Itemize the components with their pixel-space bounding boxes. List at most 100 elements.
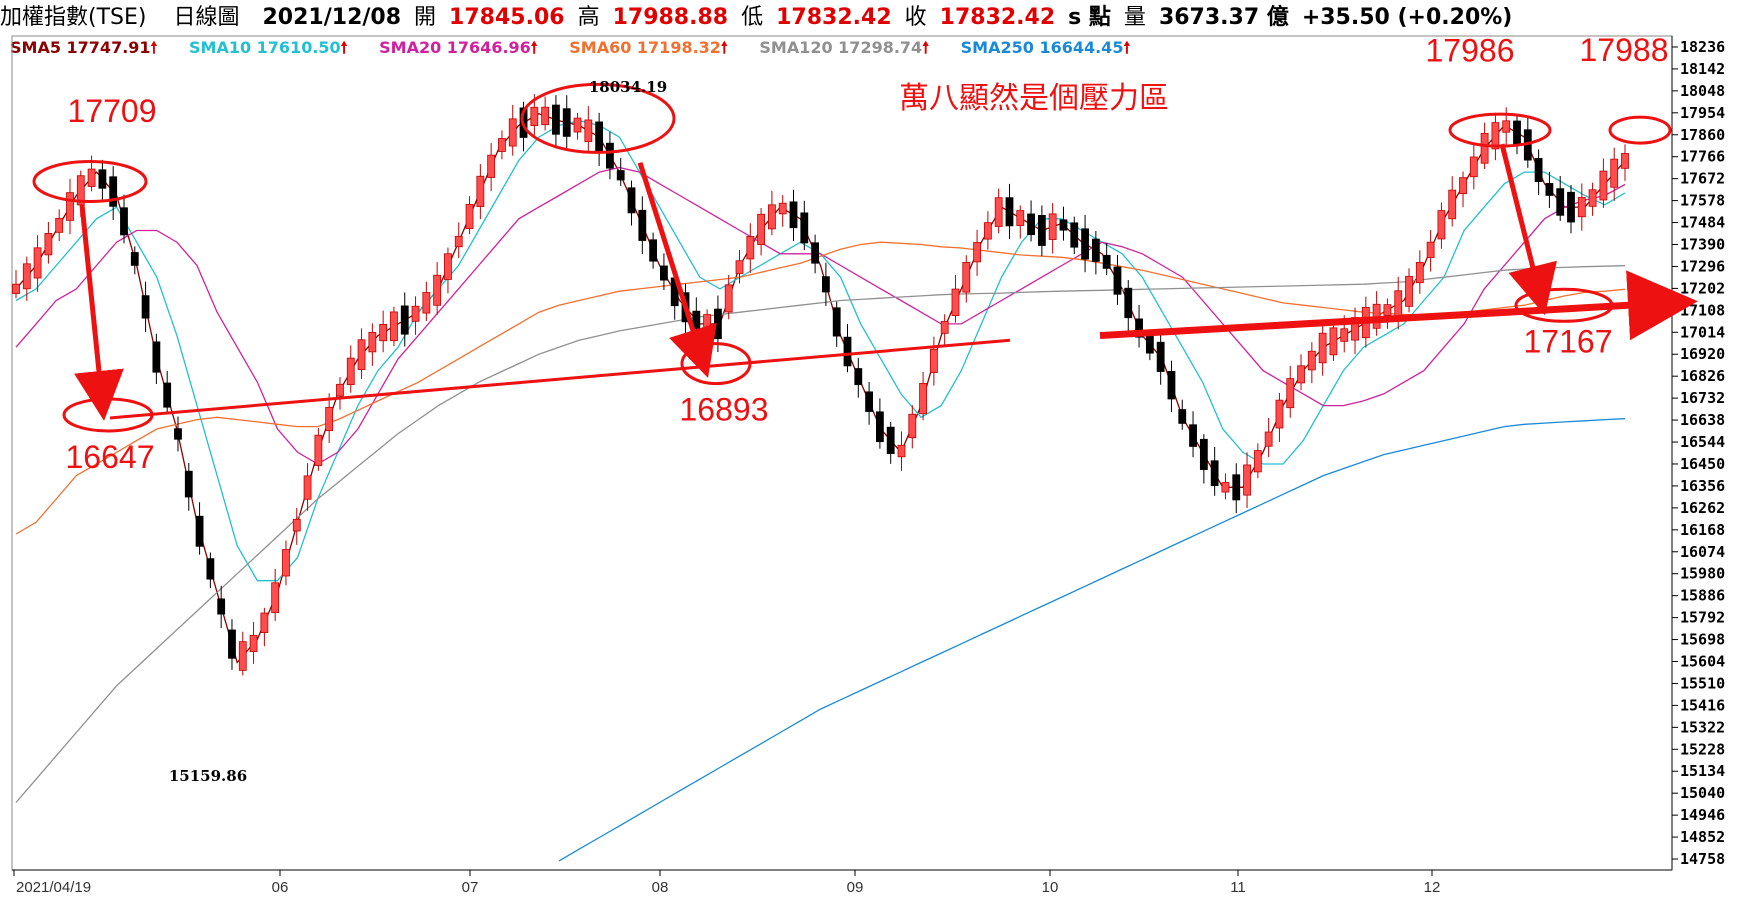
y-tick-label: 18142 (1680, 60, 1725, 78)
y-tick-label: 17108 (1680, 301, 1725, 319)
candle-body (433, 274, 442, 306)
candle-body (1178, 409, 1187, 424)
candle-body (314, 434, 323, 466)
candle-body (897, 444, 906, 458)
x-tick-label: 2021/04/19 (16, 879, 91, 896)
candle-body (1491, 122, 1500, 150)
candle-body (22, 263, 31, 290)
label-low: 15159.86 (169, 767, 247, 785)
legend-sma10[interactable]: SMA10 17610.50🠕 (189, 38, 348, 57)
legend-sma250-label: SMA250 16644.45 (960, 38, 1124, 57)
y-tick-label: 15604 (1680, 653, 1725, 671)
line-sma250 (558, 418, 1626, 862)
candle-body (714, 308, 722, 340)
y-tick-label: 17672 (1680, 170, 1725, 188)
y-tick-label: 15698 (1680, 631, 1725, 649)
y-tick-label: 14758 (1680, 850, 1725, 868)
label-high: 18034.19 (589, 78, 667, 96)
y-tick-label: 17578 (1680, 192, 1725, 210)
quote-header: 加權指數(TSE) 日線圖 2021/12/08 開 17845.06 高 17… (0, 0, 1758, 36)
candle-body (1513, 120, 1521, 145)
candle-body (757, 213, 766, 245)
legend-sma5[interactable]: SMA5 17747.91🠕 (10, 38, 157, 57)
quote-date: 2021/12/08 (262, 5, 402, 30)
legend-sma20[interactable]: SMA20 17646.96🠕 (379, 38, 538, 57)
candle-body (1005, 197, 1014, 227)
x-tick-label: 12 (1424, 879, 1441, 896)
candle-body (357, 339, 366, 370)
legend-sma5-label: SMA5 17747.91 (10, 38, 151, 57)
legend-sma250[interactable]: SMA250 16644.45🠕 (961, 38, 1131, 57)
annot-17167: 17167 (1524, 324, 1613, 360)
candle-body (1167, 370, 1176, 400)
arrow-down-2 (637, 162, 717, 378)
candle-body (379, 324, 388, 342)
candle-body (768, 204, 776, 230)
x-axis-ticks: 2021/04/19 06 07 08 09 10 11 12 (13, 870, 1441, 896)
candle-body (1307, 350, 1316, 371)
candle-body (1102, 254, 1111, 269)
y-tick-label: 17014 (1680, 323, 1725, 341)
arrow-down-3 (1499, 143, 1557, 316)
x-tick-label: 10 (1042, 879, 1059, 896)
y-tick-label: 15040 (1680, 784, 1725, 802)
candle-body (238, 641, 247, 671)
candle-body (174, 428, 182, 440)
candle-body (346, 357, 355, 386)
candle-body (325, 406, 334, 432)
candle-body (832, 307, 841, 337)
legend-sma60[interactable]: SMA60 17198.32🠕 (569, 38, 728, 57)
candle-body (163, 382, 172, 408)
low-value: 17832.42 (776, 5, 892, 30)
candle-body (476, 175, 485, 207)
candle-body (789, 201, 798, 229)
candle-body (271, 582, 280, 614)
candle-body (1027, 213, 1035, 236)
candle-body (454, 235, 463, 248)
candle-body (1232, 474, 1241, 501)
candle-body (649, 239, 658, 262)
candle-body (778, 202, 787, 215)
y-tick-label: 16074 (1680, 543, 1725, 561)
candle-body (120, 207, 128, 236)
annot-resistance-text: 萬八顯然是個壓力區 (899, 81, 1169, 116)
sma-legend: SMA5 17747.91🠕 SMA10 17610.50🠕 SMA20 176… (10, 36, 1156, 60)
candle-body (973, 242, 981, 263)
candle-body (206, 558, 215, 580)
candle-body (508, 118, 517, 147)
candle-body (487, 154, 496, 178)
candle-body (249, 634, 258, 652)
candle-body (76, 175, 85, 206)
candle-body (811, 242, 820, 264)
candle-body (390, 311, 398, 342)
candle-body (800, 212, 809, 244)
candle-body (821, 276, 830, 293)
candle-body (595, 121, 604, 153)
annot-17709: 17709 (68, 93, 157, 129)
line-sma20 (15, 166, 1626, 465)
candle-body (919, 382, 927, 415)
candle-body (1081, 228, 1089, 260)
candle-body (55, 217, 64, 233)
index-name: 加權指數(TSE) (0, 5, 147, 30)
candle-body (1210, 460, 1219, 487)
y-tick-label: 16356 (1680, 477, 1725, 495)
y-tick-label: 14852 (1680, 828, 1725, 846)
close-label: 收 (904, 5, 927, 30)
sma-lines (15, 112, 1626, 862)
open-label: 開 (414, 5, 437, 30)
y-tick-label: 16168 (1680, 521, 1725, 539)
candle-body (1621, 153, 1629, 169)
candle-body (1588, 189, 1597, 207)
candle-body (1221, 482, 1230, 493)
candle-body (1318, 332, 1327, 364)
candle-body (854, 368, 863, 386)
candle-body (908, 413, 917, 439)
legend-sma120[interactable]: SMA120 17298.74🠕 (759, 38, 929, 57)
candle-body (1545, 183, 1554, 196)
candle-body (66, 192, 74, 221)
candle-body (444, 253, 452, 280)
volume-label: 量 (1123, 5, 1146, 30)
candle-body (951, 288, 960, 317)
